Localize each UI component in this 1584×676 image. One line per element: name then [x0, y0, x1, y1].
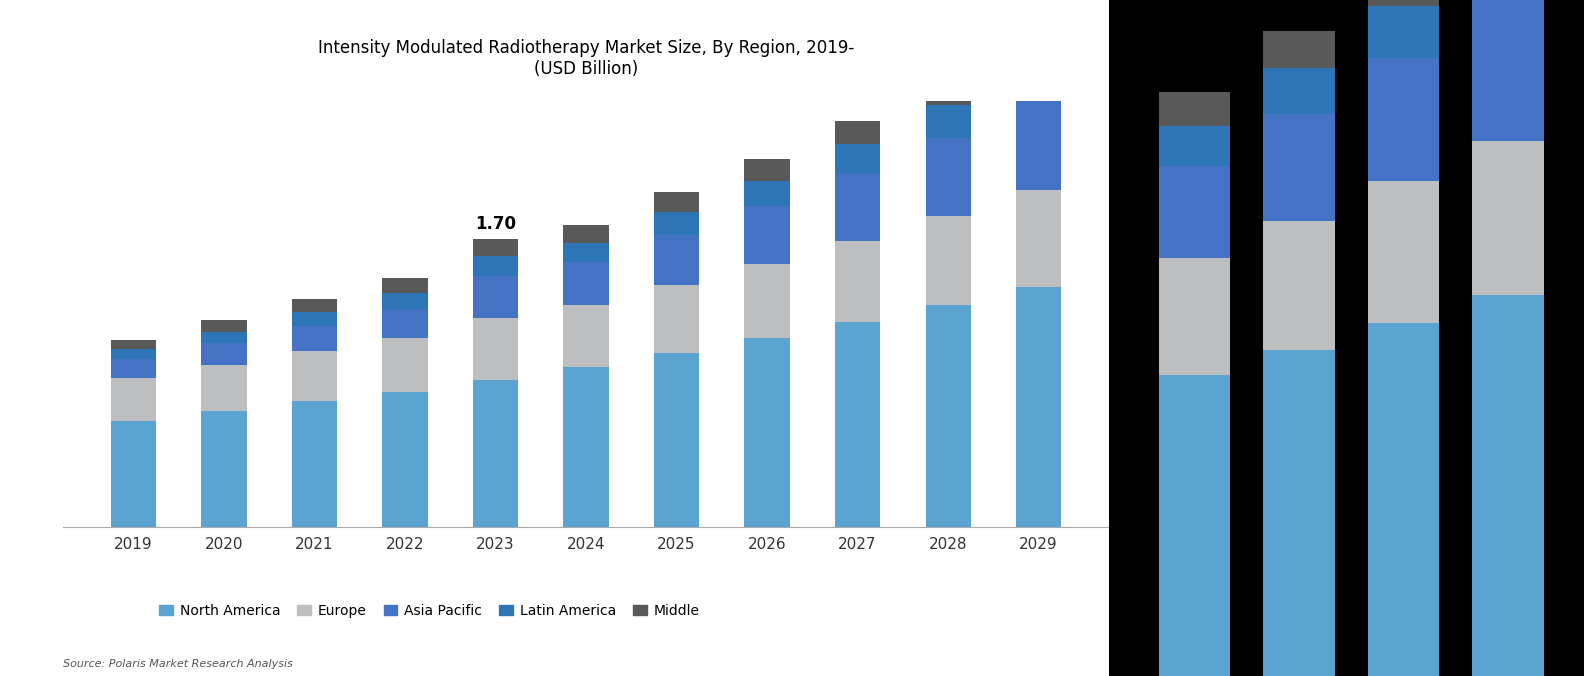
Bar	[1015, 191, 1061, 287]
Bar	[201, 332, 247, 343]
Bar	[1264, 114, 1334, 221]
Bar	[925, 138, 971, 216]
Bar	[1159, 126, 1229, 166]
Bar	[925, 105, 971, 138]
Bar	[654, 193, 699, 212]
Bar	[925, 216, 971, 305]
Bar	[1473, 295, 1543, 676]
Bar	[654, 285, 699, 353]
Bar	[111, 339, 157, 349]
Bar	[474, 256, 518, 276]
Bar	[291, 351, 337, 402]
Bar	[1369, 6, 1438, 58]
Bar	[1369, 181, 1438, 322]
Bar	[1473, 141, 1543, 295]
Title: Intensity Modulated Radiotherapy Market Size, By Region, 2019-
(USD Billion): Intensity Modulated Radiotherapy Market …	[318, 39, 854, 78]
Bar	[744, 180, 790, 206]
Bar	[925, 305, 971, 527]
Bar	[111, 379, 157, 420]
Bar	[1264, 350, 1334, 676]
Bar	[1264, 221, 1334, 350]
Bar	[744, 337, 790, 527]
Bar	[835, 322, 881, 527]
Bar	[201, 411, 247, 527]
Bar	[1264, 68, 1334, 114]
Bar	[291, 299, 337, 312]
Bar	[564, 305, 608, 366]
Bar	[474, 380, 518, 527]
Bar	[564, 225, 608, 243]
Bar	[474, 318, 518, 380]
Bar	[382, 308, 428, 337]
Bar	[564, 243, 608, 262]
Bar	[382, 392, 428, 527]
Bar	[564, 262, 608, 305]
Bar	[111, 349, 157, 359]
Bar	[654, 212, 699, 235]
Bar	[201, 364, 247, 411]
Bar	[744, 160, 790, 180]
Bar	[744, 206, 790, 264]
Bar	[1369, 322, 1438, 676]
Bar	[1015, 38, 1061, 65]
Bar	[1159, 375, 1229, 676]
Bar	[1015, 101, 1061, 191]
Bar	[291, 312, 337, 326]
Bar	[835, 144, 881, 173]
Bar	[654, 235, 699, 285]
Bar	[201, 343, 247, 364]
Bar	[201, 320, 247, 332]
Bar	[382, 293, 428, 308]
Bar	[835, 173, 881, 241]
Bar	[474, 276, 518, 318]
Bar	[835, 241, 881, 322]
Bar	[1264, 30, 1334, 68]
Bar	[1473, 0, 1543, 141]
Bar	[111, 359, 157, 379]
Legend: North America, Europe, Asia Pacific, Latin America, Middle: North America, Europe, Asia Pacific, Lat…	[154, 598, 705, 623]
Text: Source: Polaris Market Research Analysis: Source: Polaris Market Research Analysis	[63, 659, 293, 669]
Bar	[564, 366, 608, 527]
Bar	[1015, 65, 1061, 101]
Bar	[654, 353, 699, 527]
Bar	[1369, 0, 1438, 6]
Bar	[1015, 287, 1061, 527]
Bar	[291, 402, 337, 527]
Bar	[382, 278, 428, 293]
Text: 1.70: 1.70	[475, 215, 516, 233]
Bar	[111, 420, 157, 527]
Bar	[925, 80, 971, 105]
Bar	[1159, 166, 1229, 258]
Bar	[1159, 258, 1229, 375]
Bar	[744, 264, 790, 337]
Bar	[291, 326, 337, 351]
Bar	[1159, 92, 1229, 126]
Bar	[835, 121, 881, 144]
Bar	[1369, 58, 1438, 181]
Bar	[382, 337, 428, 392]
Bar	[474, 239, 518, 256]
